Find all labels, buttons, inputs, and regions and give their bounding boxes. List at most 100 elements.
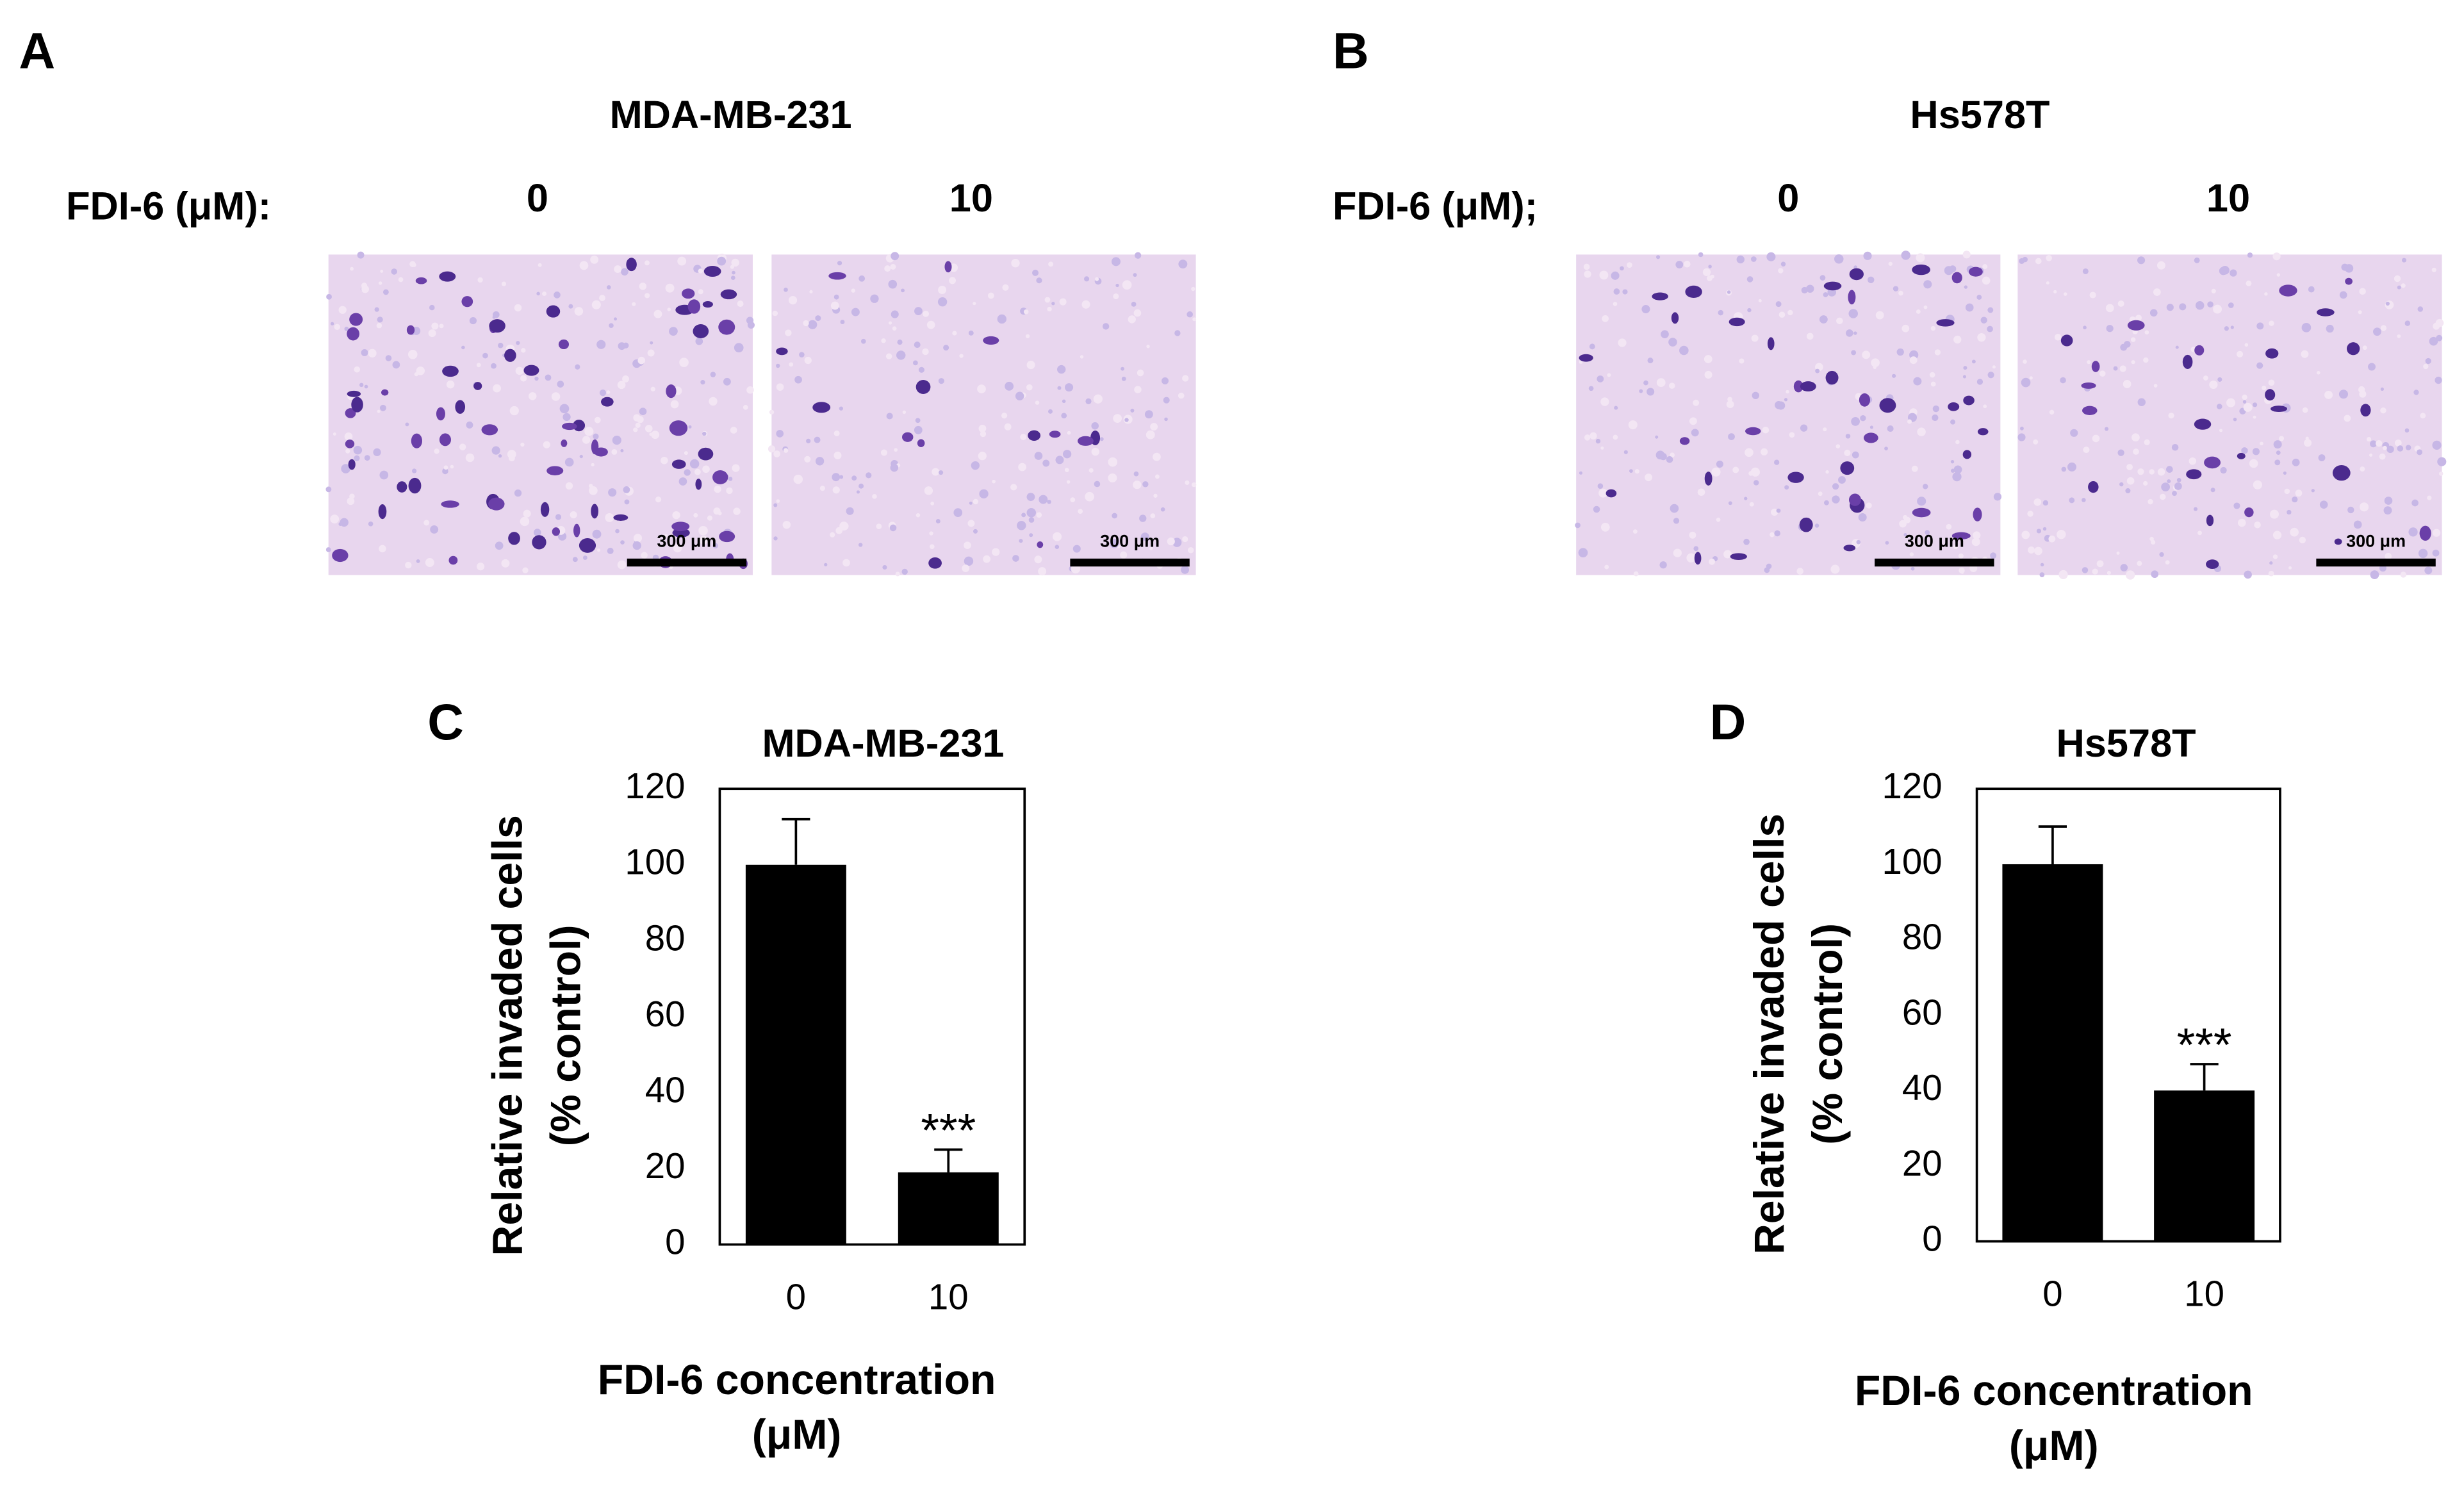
texture	[930, 544, 935, 550]
cell	[1963, 395, 1975, 406]
cell	[1936, 319, 1955, 327]
texture	[555, 514, 562, 520]
cell	[2265, 348, 2279, 359]
texture	[717, 256, 727, 266]
texture	[2176, 477, 2181, 482]
texture	[1589, 343, 1595, 350]
texture	[992, 479, 996, 484]
texture	[1062, 399, 1066, 404]
texture	[1976, 295, 1982, 300]
texture	[1923, 305, 1928, 309]
cell	[442, 365, 459, 377]
texture	[888, 321, 892, 325]
texture	[2373, 327, 2381, 336]
texture	[1764, 567, 1770, 573]
texture	[1787, 309, 1793, 316]
texture	[1645, 473, 1653, 482]
texture	[2439, 472, 2443, 476]
texture	[2153, 288, 2161, 296]
micrograph	[2017, 254, 2442, 575]
texture	[1620, 266, 1624, 271]
texture	[2167, 479, 2171, 484]
texture	[368, 521, 374, 527]
texture	[368, 349, 377, 357]
texture	[938, 286, 947, 294]
texture	[2423, 363, 2429, 370]
texture	[1153, 452, 1161, 461]
texture	[491, 446, 500, 455]
texture	[2197, 530, 2202, 536]
texture	[407, 350, 418, 359]
texture	[509, 406, 519, 416]
texture	[1892, 374, 1896, 378]
texture	[1029, 533, 1033, 538]
texture	[364, 455, 370, 461]
texture	[2219, 429, 2223, 432]
cell	[1767, 337, 1775, 350]
texture	[2156, 261, 2165, 270]
texture	[412, 263, 416, 267]
texture	[808, 320, 817, 329]
cell	[415, 277, 427, 284]
texture	[645, 260, 650, 266]
texture	[814, 436, 821, 443]
texture	[1683, 260, 1691, 268]
y-tick-label: 80	[645, 917, 686, 958]
texture	[614, 317, 617, 321]
texture	[809, 290, 813, 293]
texture	[949, 277, 957, 284]
texture	[1846, 329, 1853, 337]
texture	[1015, 391, 1024, 400]
texture	[1191, 286, 1195, 292]
texture	[2262, 385, 2267, 391]
texture	[596, 340, 606, 349]
texture	[1863, 251, 1872, 260]
texture	[1916, 253, 1925, 263]
texture	[2171, 443, 2179, 451]
texture	[591, 300, 601, 309]
texture	[1704, 355, 1712, 363]
texture	[1113, 293, 1119, 300]
texture	[2359, 288, 2366, 295]
cell	[2060, 334, 2073, 347]
texture	[2252, 402, 2258, 407]
texture	[2023, 359, 2027, 364]
texture	[1747, 308, 1752, 313]
texture	[1020, 434, 1027, 441]
texture	[582, 555, 587, 560]
texture	[746, 386, 754, 394]
texture	[2224, 326, 2229, 331]
texture	[1977, 333, 1986, 342]
texture	[737, 300, 744, 308]
texture	[997, 314, 1006, 324]
texture	[1923, 484, 1928, 489]
texture	[1579, 471, 1583, 475]
texture	[943, 345, 949, 351]
texture	[846, 507, 854, 515]
texture	[891, 310, 899, 318]
texture	[1093, 394, 1103, 404]
texture	[572, 557, 578, 563]
texture	[1916, 309, 1921, 314]
texture	[1950, 419, 1955, 425]
texture	[466, 421, 473, 429]
texture	[1971, 538, 1980, 546]
texture	[1770, 532, 1775, 538]
texture	[2174, 482, 2182, 490]
texture	[1990, 552, 1997, 559]
texture	[799, 352, 805, 357]
texture	[2295, 489, 2303, 497]
cell	[441, 500, 459, 508]
texture	[364, 384, 368, 389]
texture	[892, 326, 897, 331]
texture	[1634, 469, 1639, 474]
texture	[2344, 264, 2354, 273]
texture	[1832, 483, 1839, 490]
texture	[1789, 432, 1795, 438]
texture	[992, 548, 1000, 556]
cell	[1843, 545, 1856, 552]
cell	[1951, 272, 1962, 284]
y-axis-label: (% control)	[542, 924, 589, 1146]
texture	[1860, 415, 1866, 422]
texture	[1627, 262, 1632, 268]
